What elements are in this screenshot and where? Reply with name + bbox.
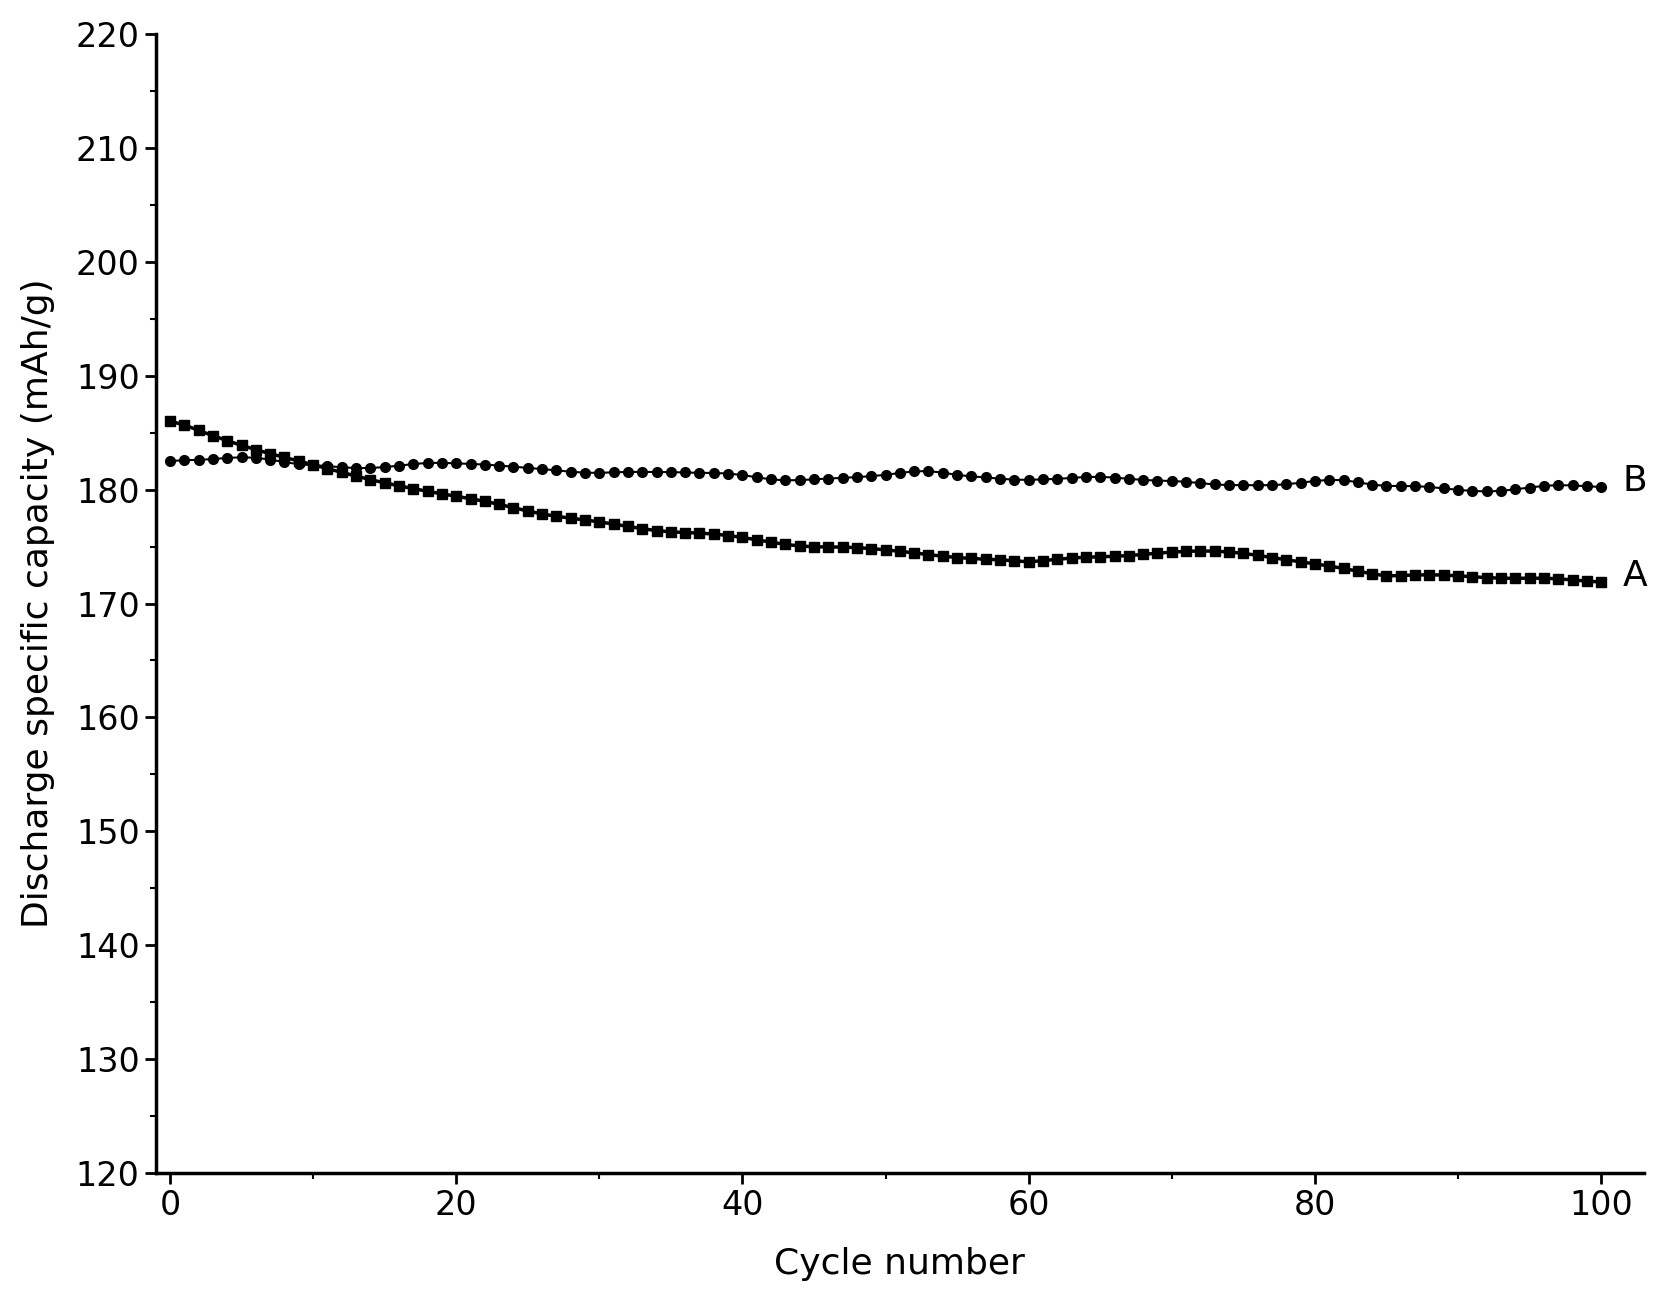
Text: B: B <box>1623 465 1648 499</box>
Y-axis label: Discharge specific capacity (mAh/g): Discharge specific capacity (mAh/g) <box>20 279 55 928</box>
X-axis label: Cycle number: Cycle number <box>774 1247 1026 1281</box>
Text: A: A <box>1623 560 1648 594</box>
